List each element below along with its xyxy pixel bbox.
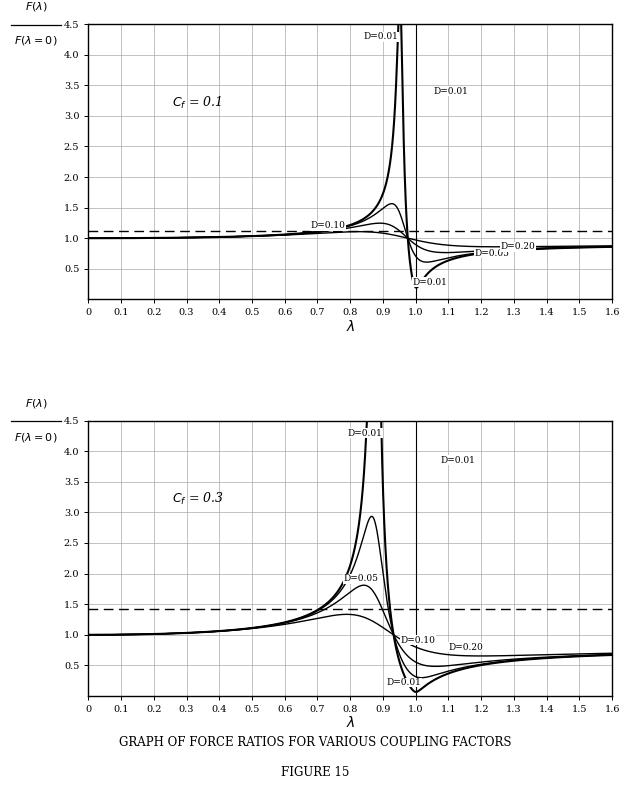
Text: $C_f$ = 0.3: $C_f$ = 0.3 xyxy=(172,491,224,507)
X-axis label: $\lambda$: $\lambda$ xyxy=(346,715,355,730)
Text: D=0.20: D=0.20 xyxy=(501,242,536,251)
Text: $C_f$ = 0.1: $C_f$ = 0.1 xyxy=(172,94,222,110)
Text: $F(\lambda)$: $F(\lambda)$ xyxy=(25,0,47,13)
Text: D=0.01: D=0.01 xyxy=(433,87,469,96)
Text: $F(\lambda{=}0)$: $F(\lambda{=}0)$ xyxy=(15,431,57,444)
Text: D=0.10: D=0.10 xyxy=(401,636,436,645)
Text: D=0.01: D=0.01 xyxy=(413,278,447,286)
Text: D=0.05: D=0.05 xyxy=(475,249,510,258)
Text: GRAPH OF FORCE RATIOS FOR VARIOUS COUPLING FACTORS: GRAPH OF FORCE RATIOS FOR VARIOUS COUPLI… xyxy=(119,736,512,749)
X-axis label: $\lambda$: $\lambda$ xyxy=(346,319,355,334)
Text: D=0.01: D=0.01 xyxy=(386,678,421,687)
Text: $F(\lambda{=}0)$: $F(\lambda{=}0)$ xyxy=(15,34,57,47)
Text: D=0.01: D=0.01 xyxy=(364,32,399,41)
Text: D=0.01: D=0.01 xyxy=(348,429,382,438)
Text: FIGURE 15: FIGURE 15 xyxy=(281,766,350,778)
Text: D=0.01: D=0.01 xyxy=(440,456,475,465)
Text: D=0.10: D=0.10 xyxy=(311,222,346,230)
Text: $F(\lambda)$: $F(\lambda)$ xyxy=(25,397,47,410)
Text: D=0.05: D=0.05 xyxy=(344,574,379,583)
Text: D=0.20: D=0.20 xyxy=(449,642,483,652)
